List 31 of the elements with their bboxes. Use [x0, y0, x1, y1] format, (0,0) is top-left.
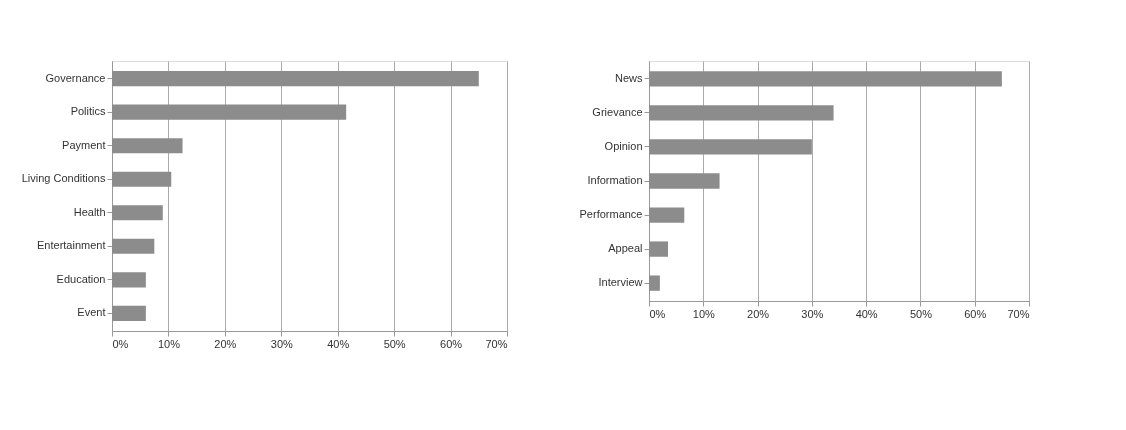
- y-tick-label: Living Conditions: [21, 172, 106, 185]
- y-tick-label: Governance: [45, 71, 106, 84]
- y-tick-label: Event: [77, 306, 106, 319]
- x-tick-label: 10%: [157, 337, 181, 350]
- x-tick-label: 60%: [964, 307, 987, 320]
- x-tick-label: 30%: [270, 337, 294, 350]
- y-tick-label: Politics: [70, 105, 106, 118]
- y-tick-label: News: [614, 71, 643, 84]
- x-tick-label: 60%: [440, 337, 463, 350]
- x-tick-label: 20%: [214, 337, 237, 350]
- y-tick-label: Opinion: [604, 139, 643, 152]
- x-tick-label: 40%: [855, 307, 878, 320]
- y-tick-label: Appeal: [608, 242, 643, 255]
- x-tick-label: 0%: [112, 337, 129, 350]
- x-tick-label: 20%: [747, 307, 770, 320]
- y-tick-label: Interview: [598, 276, 643, 289]
- x-tick-label: 50%: [909, 307, 933, 320]
- x-tick-label: 10%: [692, 307, 716, 320]
- y-tick-label: Health: [73, 205, 106, 218]
- x-tick-label: 0%: [649, 307, 666, 320]
- y-tick-label: Entertainment: [37, 239, 106, 252]
- y-tick-label: Payment: [62, 138, 106, 151]
- y-tick-label: Information: [587, 174, 643, 186]
- y-tick-label: Grievance: [592, 105, 643, 118]
- x-tick-label: 30%: [801, 307, 824, 320]
- x-tick-label: 40%: [327, 337, 350, 350]
- x-tick-label: 50%: [383, 337, 406, 350]
- x-tick-label: 70%: [1007, 307, 1030, 320]
- y-tick-label: Education: [56, 272, 106, 285]
- x-tick-label: 70%: [485, 337, 508, 350]
- y-tick-label: Performance: [579, 208, 643, 221]
